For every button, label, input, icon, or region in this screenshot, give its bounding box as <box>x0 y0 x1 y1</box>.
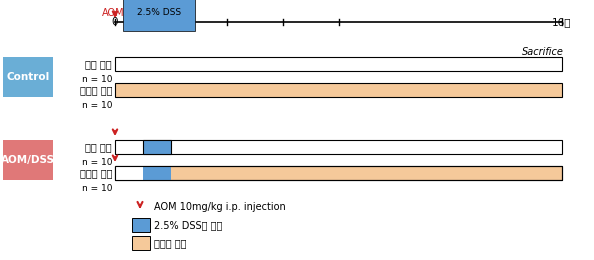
Text: 2.5% DSS를 음수: 2.5% DSS를 음수 <box>154 220 222 230</box>
Bar <box>115 140 562 154</box>
Text: 1: 1 <box>140 17 146 27</box>
Bar <box>143 17 171 27</box>
Bar <box>115 83 562 97</box>
Bar <box>115 57 562 71</box>
Text: AOM/DSS: AOM/DSS <box>1 155 55 165</box>
Text: n = 10: n = 10 <box>81 158 112 167</box>
Text: 16주: 16주 <box>552 17 572 27</box>
Bar <box>132 218 150 232</box>
Text: AOM 10mg/kg i.p. injection: AOM 10mg/kg i.p. injection <box>154 202 286 212</box>
Text: n = 10: n = 10 <box>81 184 112 193</box>
Text: n = 10: n = 10 <box>81 101 112 110</box>
Bar <box>115 166 562 180</box>
Bar <box>143 140 171 154</box>
Text: 0: 0 <box>112 17 118 27</box>
Bar <box>132 236 150 250</box>
Text: 고지방 식이: 고지방 식이 <box>80 85 112 95</box>
Text: 일반 식이: 일반 식이 <box>86 59 112 69</box>
Text: Control: Control <box>7 72 50 82</box>
Text: 일반 식이: 일반 식이 <box>86 142 112 152</box>
Bar <box>115 166 143 180</box>
Text: 2: 2 <box>168 17 174 27</box>
Bar <box>3 140 53 180</box>
Text: 고지방 식이: 고지방 식이 <box>80 168 112 178</box>
Bar <box>3 57 53 97</box>
Text: 고지방 식이: 고지방 식이 <box>154 238 187 248</box>
Text: 2.5% DSS: 2.5% DSS <box>137 8 181 17</box>
Bar <box>143 166 171 180</box>
Text: n = 10: n = 10 <box>81 75 112 84</box>
Bar <box>115 166 562 180</box>
Text: Sacrifice: Sacrifice <box>522 47 564 57</box>
Text: AOM: AOM <box>102 8 124 18</box>
